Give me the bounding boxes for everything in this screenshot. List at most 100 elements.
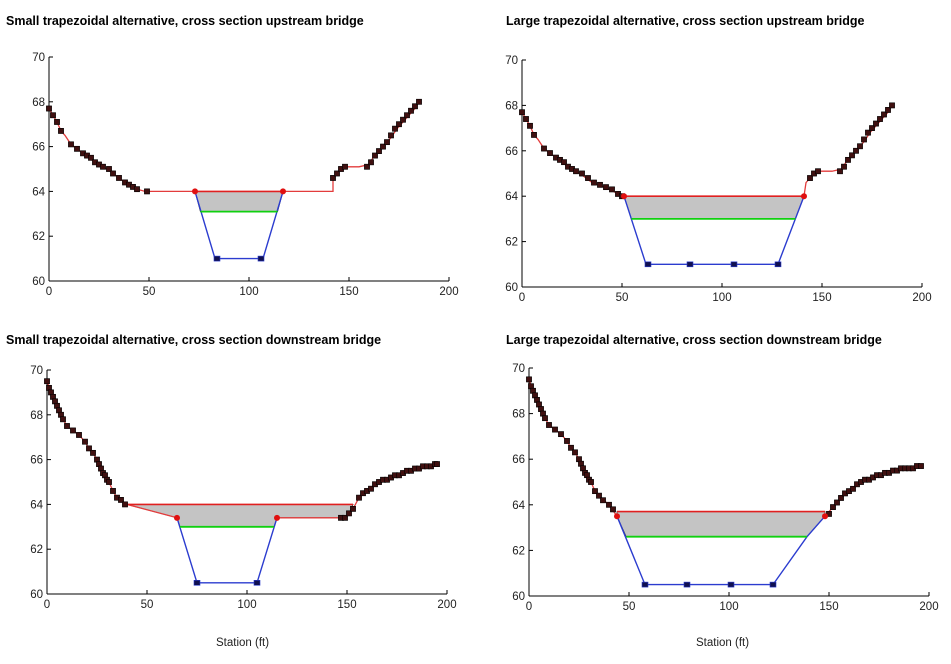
bank-station-marker: [192, 188, 198, 195]
plot-large-upstream: 60 62 64 66 68 70 0 50 100 150 200: [505, 55, 931, 304]
x-tick-label: 150: [337, 599, 356, 611]
ground-point: [881, 111, 887, 118]
chart-small-downstream: Small trapezoidal alternative, cross sec…: [0, 332, 470, 664]
ground-point: [877, 116, 883, 122]
ground-point: [861, 136, 867, 143]
chart-large-upstream: Large trapezoidal alternative, cross sec…: [484, 0, 951, 332]
ground-point: [610, 506, 616, 513]
ground-point: [519, 109, 525, 116]
x-axis-label: Station (ft): [216, 637, 270, 649]
ground-point: [597, 181, 603, 188]
ground-point: [368, 485, 374, 492]
flow-area: [623, 195, 805, 220]
channel-point: [727, 581, 735, 588]
ground-point: [118, 497, 124, 503]
x-tick-label: 100: [719, 601, 738, 613]
y-tick-label: 66: [30, 455, 43, 467]
channel-point: [193, 580, 201, 586]
ground-point: [330, 175, 336, 181]
ground-point: [885, 107, 891, 113]
y-tick-label: 64: [30, 499, 43, 511]
ground-point: [857, 143, 863, 150]
plot-large-downstream: 60 62 64 66 68 70 0 50 100 150 200: [512, 363, 938, 613]
ground-point: [90, 449, 96, 456]
ground-point: [837, 168, 843, 175]
plot-small-upstream: 60 62 64 66 68 70 0 50 100 150 200: [32, 52, 458, 298]
chart-title: Large trapezoidal alternative, cross sec…: [506, 333, 882, 347]
ground-point: [889, 102, 895, 109]
chart-small-upstream: Small trapezoidal alternative, cross sec…: [0, 0, 470, 332]
bank-station-marker: [280, 188, 286, 195]
ground-point: [526, 376, 532, 383]
channel-line: [623, 195, 805, 265]
ground-point: [106, 166, 112, 172]
ground-point: [380, 143, 386, 150]
ground-point: [853, 147, 859, 154]
chart-title: Small trapezoidal alternative, cross sec…: [6, 14, 364, 28]
ground-point: [547, 150, 553, 156]
ground-point: [596, 492, 602, 499]
ground-point: [144, 188, 150, 195]
ground-point: [416, 98, 422, 105]
ground-point: [603, 184, 609, 191]
ground-point: [368, 159, 374, 166]
channel-point: [641, 581, 649, 588]
ground-point: [350, 505, 356, 512]
bank-station-marker: [621, 193, 627, 200]
ground-point: [384, 139, 390, 146]
ground-point: [408, 107, 414, 114]
flow-area: [616, 511, 826, 538]
bank-station-marker: [801, 193, 807, 200]
bank-station-marker: [822, 513, 828, 520]
ground-point: [572, 449, 578, 456]
x-tick-label: 100: [239, 286, 258, 298]
chart-large-downstream: Large trapezoidal alternative, cross sec…: [484, 332, 951, 664]
ground-point: [869, 125, 875, 131]
y-tick-label: 62: [32, 231, 45, 243]
y-tick-label: 64: [512, 500, 525, 512]
ground-point: [564, 438, 570, 444]
channel-line: [194, 191, 284, 260]
chart-title: Small trapezoidal alternative, cross sec…: [6, 333, 382, 347]
channel-point: [683, 581, 691, 588]
channel-point: [253, 580, 261, 586]
ground-point: [585, 175, 591, 181]
ground-point: [600, 497, 606, 504]
ground-point: [116, 175, 122, 181]
ground-point: [106, 479, 112, 485]
x-tick-label: 0: [526, 601, 532, 613]
ground-point: [873, 120, 879, 127]
channel-point: [686, 261, 694, 268]
channel-point: [769, 581, 777, 588]
channel-point: [730, 261, 738, 268]
flow-area: [126, 503, 354, 528]
y-tick-label: 70: [505, 55, 518, 67]
ground-point: [918, 463, 924, 469]
ground-line-left: [46, 380, 178, 519]
ground-point: [356, 494, 362, 501]
ground-point: [542, 415, 548, 422]
ground-point: [558, 431, 564, 438]
channel-point: [257, 255, 265, 262]
ground-point: [44, 378, 50, 385]
x-tick-label: 50: [141, 599, 154, 611]
y-tick-label: 62: [30, 544, 43, 556]
ground-point: [64, 423, 70, 429]
ground-line-right: [283, 101, 420, 193]
ground-point: [60, 416, 66, 423]
y-tick-label: 66: [32, 142, 45, 154]
ground-point: [849, 152, 855, 159]
x-tick-label: 50: [623, 601, 636, 613]
ground-point: [88, 154, 94, 161]
ground-point: [388, 132, 394, 139]
ground-point: [346, 510, 352, 517]
ground-point: [70, 427, 76, 434]
ground-point: [364, 163, 370, 170]
ground-point: [830, 504, 836, 510]
y-tick-label: 62: [505, 237, 518, 249]
ground-point: [76, 432, 82, 438]
ground-point: [334, 170, 340, 177]
y-tick-label: 66: [512, 454, 525, 466]
bank-station-marker: [614, 513, 620, 520]
ground-point: [342, 514, 348, 521]
